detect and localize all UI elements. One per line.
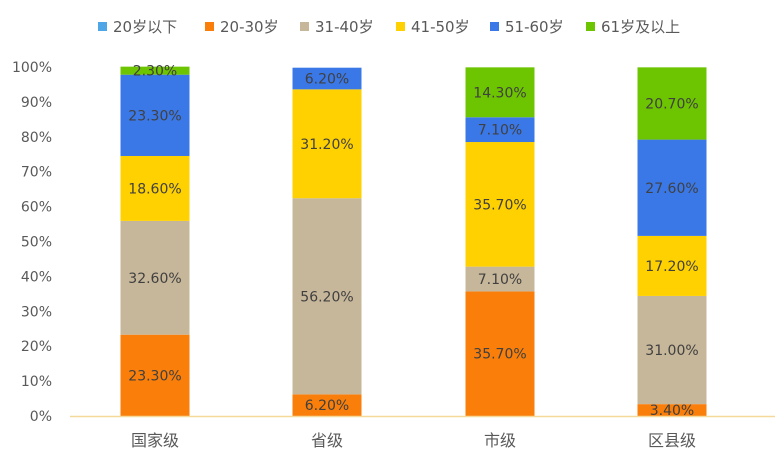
- bar-segment: [292, 198, 362, 395]
- data-label: 23.30%: [128, 108, 181, 124]
- x-category-label: 区县级: [648, 431, 696, 450]
- bar-segment: [637, 139, 707, 236]
- legend-label: 61岁及以上: [601, 18, 680, 36]
- y-tick-label: 60%: [21, 200, 52, 216]
- bar-segment: [120, 155, 190, 221]
- bar-segment: [120, 220, 190, 335]
- legend-label: 31-40岁: [315, 18, 374, 36]
- data-label: 2.30%: [133, 64, 177, 80]
- legend-label: 41-50岁: [411, 18, 470, 36]
- bar-segment: [637, 295, 707, 405]
- data-label: 20.70%: [645, 96, 698, 112]
- data-label: 27.60%: [645, 181, 698, 197]
- bar-segment: [292, 89, 362, 199]
- data-label: 31.00%: [645, 343, 698, 359]
- legend-swatch: [300, 22, 309, 31]
- bar-segment: [465, 117, 535, 143]
- data-label: 32.60%: [128, 271, 181, 287]
- legend-swatch: [396, 22, 405, 31]
- y-tick-label: 0%: [30, 409, 52, 425]
- data-label: 7.10%: [478, 123, 522, 139]
- data-label: 6.20%: [305, 398, 349, 414]
- legend-swatch: [490, 22, 499, 31]
- data-label: 17.20%: [645, 259, 698, 275]
- data-label: 35.70%: [473, 197, 526, 213]
- bar-segment: [292, 394, 362, 416]
- y-tick-label: 70%: [21, 165, 52, 181]
- y-tick-label: 90%: [21, 95, 52, 111]
- bar-segment: [465, 142, 535, 267]
- bar-segment: [465, 266, 535, 292]
- data-label: 23.30%: [128, 368, 181, 384]
- y-tick-label: 50%: [21, 235, 52, 251]
- x-category-label: 国家级: [131, 431, 179, 450]
- bar-segment: [637, 67, 707, 140]
- x-category-label: 市级: [484, 431, 516, 450]
- bar-segment: [120, 66, 190, 75]
- y-tick-label: 20%: [21, 339, 52, 355]
- data-label: 31.20%: [300, 137, 353, 153]
- bar-segment: [637, 235, 707, 296]
- bar-segment: [120, 74, 190, 156]
- bar-segment: [637, 404, 707, 416]
- data-label: 35.70%: [473, 347, 526, 363]
- bar-segment: [120, 334, 190, 416]
- bar-segment: [292, 67, 362, 90]
- legend-label: 51-60岁: [505, 18, 564, 36]
- legend-swatch: [205, 22, 214, 31]
- y-tick-label: 10%: [21, 374, 52, 390]
- bar-segment: [465, 291, 535, 416]
- data-label: 14.30%: [473, 85, 526, 101]
- y-tick-label: 80%: [21, 130, 52, 146]
- legend-swatch: [98, 22, 107, 31]
- bar-segment: [465, 67, 535, 118]
- legend-swatch: [586, 22, 595, 31]
- x-category-label: 省级: [311, 431, 343, 450]
- y-tick-label: 40%: [21, 269, 52, 285]
- data-label: 7.10%: [478, 272, 522, 288]
- legend-label: 20-30岁: [220, 18, 279, 36]
- data-label: 3.40%: [650, 403, 694, 419]
- data-label: 6.20%: [305, 72, 349, 88]
- y-tick-label: 100%: [12, 60, 52, 76]
- data-label: 18.60%: [128, 181, 181, 197]
- y-tick-label: 30%: [21, 304, 52, 320]
- data-label: 56.20%: [300, 289, 353, 305]
- legend-label: 20岁以下: [113, 18, 177, 36]
